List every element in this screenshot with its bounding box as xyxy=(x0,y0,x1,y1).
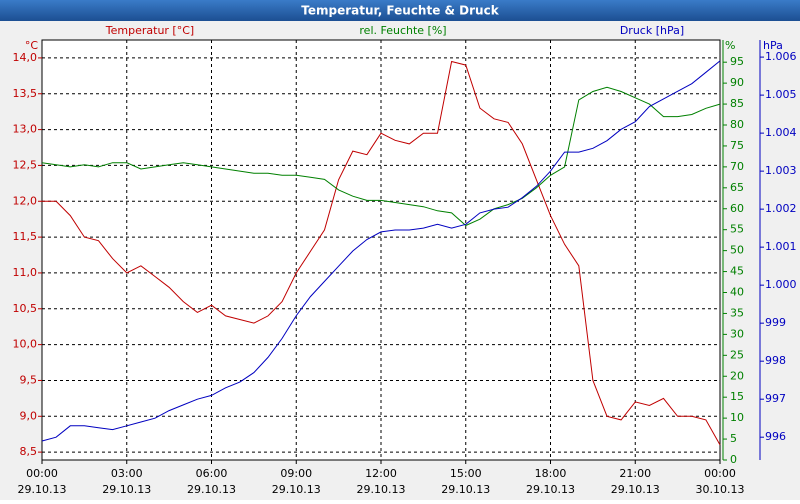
y3-tick-label: 1.001 xyxy=(765,240,797,253)
y2-unit: % xyxy=(725,39,735,52)
y2-tick-label: 95 xyxy=(730,55,744,68)
x-tick-label: 15:00 xyxy=(450,467,482,480)
y-tick-label: 10,5 xyxy=(13,302,38,315)
y2-tick-label: 75 xyxy=(730,139,744,152)
x-tick-label: 00:00 xyxy=(26,467,58,480)
x-tick-date: 29.10.13 xyxy=(272,483,321,496)
y-tick-label: 8,5 xyxy=(20,445,38,458)
legend-entry: Druck [hPa] xyxy=(620,24,684,37)
y-tick-label: 9,0 xyxy=(20,409,38,422)
y-tick-label: 9,5 xyxy=(20,373,38,386)
y-tick-label: 13,5 xyxy=(13,87,38,100)
y3-tick-label: 1.004 xyxy=(765,126,797,139)
y-tick-label: 11,0 xyxy=(13,266,38,279)
x-tick-date: 29.10.13 xyxy=(441,483,490,496)
x-tick-label: 03:00 xyxy=(111,467,143,480)
y2-tick-label: 10 xyxy=(730,411,744,424)
y2-tick-label: 65 xyxy=(730,181,744,194)
x-tick-date: 29.10.13 xyxy=(102,483,151,496)
x-tick-label: 12:00 xyxy=(365,467,397,480)
x-tick-label: 18:00 xyxy=(535,467,567,480)
y2-tick-label: 0 xyxy=(730,453,737,466)
y2-tick-label: 30 xyxy=(730,327,744,340)
y2-tick-label: 45 xyxy=(730,265,744,278)
series-line xyxy=(41,86,721,227)
y3-tick-label: 1.006 xyxy=(765,50,797,63)
series-line xyxy=(42,60,721,446)
y2-tick-label: 60 xyxy=(730,202,744,215)
y2-tick-label: 70 xyxy=(730,160,744,173)
y3-tick-label: 996 xyxy=(765,430,786,443)
y-tick-label: 13,0 xyxy=(13,123,38,136)
y3-unit: hPa xyxy=(763,39,783,52)
y3-tick-label: 1.000 xyxy=(765,278,797,291)
y2-tick-label: 55 xyxy=(730,223,744,236)
y3-tick-label: 999 xyxy=(765,316,786,329)
y2-tick-label: 5 xyxy=(730,432,737,445)
y2-tick-label: 90 xyxy=(730,76,744,89)
y3-tick-label: 1.002 xyxy=(765,202,797,215)
y3-tick-label: 997 xyxy=(765,392,786,405)
y-tick-label: 10,0 xyxy=(13,338,38,351)
y2-tick-label: 40 xyxy=(730,286,744,299)
x-tick-label: 00:00 xyxy=(704,467,736,480)
x-tick-label: 06:00 xyxy=(196,467,228,480)
y-tick-label: 12,5 xyxy=(13,158,38,171)
x-tick-date: 29.10.13 xyxy=(357,483,406,496)
y2-tick-label: 50 xyxy=(730,244,744,257)
y3-tick-label: 1.005 xyxy=(765,88,797,101)
x-tick-date: 29.10.13 xyxy=(611,483,660,496)
y-tick-label: 14,0 xyxy=(13,51,38,64)
y-tick-label: 12,0 xyxy=(13,194,38,207)
x-tick-label: 09:00 xyxy=(280,467,312,480)
y-unit: °C xyxy=(25,39,39,52)
series-line xyxy=(41,60,721,442)
x-tick-date: 30.10.13 xyxy=(696,483,745,496)
chart-title: Temperatur, Feuchte & Druck xyxy=(301,4,499,18)
x-tick-label: 21:00 xyxy=(619,467,651,480)
y2-tick-label: 20 xyxy=(730,369,744,382)
y-tick-label: 11,5 xyxy=(13,230,38,243)
y2-tick-label: 35 xyxy=(730,306,744,319)
y3-tick-label: 1.003 xyxy=(765,164,797,177)
y2-tick-label: 85 xyxy=(730,97,744,110)
legend-entry: rel. Feuchte [%] xyxy=(359,24,446,37)
legend-entry: Temperatur [°C] xyxy=(105,24,194,37)
title-bar xyxy=(0,0,800,21)
x-tick-date: 29.10.13 xyxy=(526,483,575,496)
y3-tick-label: 998 xyxy=(765,354,786,367)
y2-tick-label: 25 xyxy=(730,348,744,361)
y2-tick-label: 80 xyxy=(730,118,744,131)
y2-tick-label: 15 xyxy=(730,390,744,403)
x-tick-date: 29.10.13 xyxy=(18,483,67,496)
x-tick-date: 29.10.13 xyxy=(187,483,236,496)
